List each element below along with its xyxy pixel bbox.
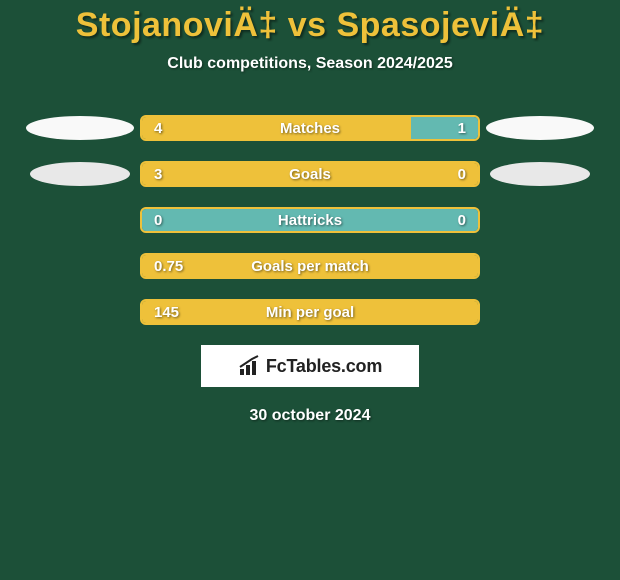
stat-bar: 0Hattricks0 — [140, 207, 480, 233]
stat-bar: 0.75Goals per match — [140, 253, 480, 279]
bar-segment-left — [142, 255, 478, 277]
player-ellipse-left — [26, 116, 134, 140]
page-title: StojanoviÄ‡ vs SpasojeviÄ‡ — [0, 6, 620, 45]
stat-row: 4Matches1 — [0, 115, 620, 141]
bar-segment-left — [142, 163, 478, 185]
row-left-side — [20, 162, 140, 186]
row-left-side — [20, 116, 140, 140]
stat-bar: 145Min per goal — [140, 299, 480, 325]
player-ellipse-left — [30, 162, 130, 186]
logo-text: FcTables.com — [266, 356, 382, 377]
stat-row: 145Min per goal — [0, 299, 620, 325]
chart-icon — [238, 355, 262, 377]
bar-segment-left — [142, 301, 478, 323]
stat-rows: 4Matches1 3Goals0 0Hattricks0 0.75Goals per… — [0, 115, 620, 325]
row-right-side — [480, 116, 600, 140]
bar-segment-left — [142, 117, 411, 139]
row-right-side — [480, 162, 600, 186]
stat-row: 0Hattricks0 — [0, 207, 620, 233]
player-ellipse-right — [490, 162, 590, 186]
player-ellipse-right — [486, 116, 594, 140]
stat-row: 0.75Goals per match — [0, 253, 620, 279]
bar-segment-right — [142, 209, 478, 231]
subtitle: Club competitions, Season 2024/2025 — [0, 55, 620, 73]
bar-segment-right — [411, 117, 478, 139]
logo-box: FcTables.com — [201, 345, 419, 387]
stat-bar: 3Goals0 — [140, 161, 480, 187]
stat-bar: 4Matches1 — [140, 115, 480, 141]
comparison-card: StojanoviÄ‡ vs SpasojeviÄ‡ Club competit… — [0, 0, 620, 580]
date-label: 30 october 2024 — [0, 407, 620, 425]
stat-row: 3Goals0 — [0, 161, 620, 187]
